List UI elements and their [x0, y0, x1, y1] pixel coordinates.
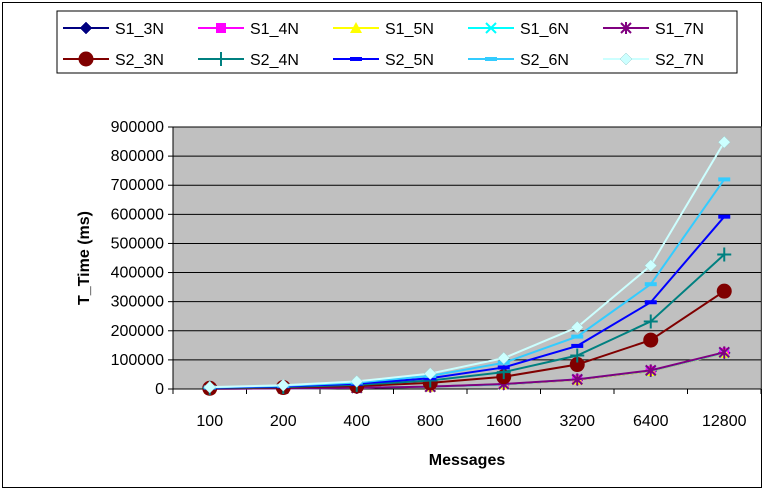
x-tick-label: 1600 [486, 413, 522, 430]
legend-item: S1_4N [198, 21, 299, 38]
legend-label: S2_3N [115, 52, 164, 69]
y-tick-label: 400000 [111, 265, 164, 282]
legend-item: S1_3N [63, 21, 164, 38]
legend-label: S1_5N [385, 21, 434, 38]
y-tick-label: 200000 [111, 323, 164, 340]
x-tick-label: 400 [343, 413, 370, 430]
y-tick-label: 600000 [111, 206, 164, 223]
legend-marker [485, 22, 497, 34]
legend-label: S1_3N [115, 21, 164, 38]
data-point [643, 332, 659, 348]
x-tick-label: 200 [270, 413, 297, 430]
legend-label: S2_4N [250, 52, 299, 69]
y-axis-title: T_Time (ms) [76, 211, 93, 305]
y-tick-labels: 0 100000 200000 300000 400000 500000 600000 700… [111, 119, 173, 398]
series-group [202, 135, 732, 396]
data-point [718, 177, 731, 182]
data-point [570, 320, 584, 334]
series-S2_7N [203, 135, 731, 394]
data-point [716, 283, 732, 299]
legend-label: S1_6N [520, 21, 569, 38]
data-point [717, 247, 732, 262]
legend-label: S1_7N [655, 21, 704, 38]
x-tick-label: 6400 [633, 413, 669, 430]
legend-item: S2_5N [333, 52, 434, 69]
y-tick-label: 100000 [111, 352, 164, 369]
data-point [644, 282, 657, 287]
legend-label: S2_7N [655, 52, 704, 69]
legend-item: S1_5N [333, 21, 434, 38]
legend-item: S1_7N [603, 21, 704, 38]
legend-item: S2_6N [468, 52, 569, 69]
data-point [718, 346, 730, 359]
legend-marker [78, 51, 94, 67]
series-line [209, 351, 725, 390]
y-tick-label: 700000 [111, 177, 164, 194]
data-point [276, 378, 290, 392]
data-point [350, 375, 364, 388]
data-point [643, 314, 658, 329]
chart-frame: S1_3N S1_4N S1_5N S1_6N S1_7N S2_3N S2_4N S2_5N… [2, 2, 762, 488]
legend-marker [619, 52, 633, 66]
legend-marker [214, 52, 228, 66]
series-line [209, 141, 726, 389]
y-tick-label: 800000 [111, 148, 164, 165]
legend-label: S2_6N [520, 52, 569, 69]
y-tick-label: 300000 [111, 294, 164, 311]
legend-marker [350, 22, 362, 33]
legend-marker [620, 22, 632, 34]
data-point [644, 300, 657, 305]
data-point [497, 365, 510, 370]
x-tick-labels: 100 200 400 800 1600 3200 6400 12800 [172, 389, 762, 430]
data-point [717, 135, 731, 149]
data-point [569, 357, 585, 373]
data-point [645, 364, 657, 377]
legend-label: S2_5N [385, 52, 434, 69]
x-tick-label: 100 [196, 413, 223, 430]
plot-area [172, 126, 762, 390]
data-point [644, 259, 658, 272]
data-point [571, 343, 584, 348]
y-tick-label: 500000 [111, 235, 164, 252]
legend-marker [79, 21, 93, 35]
x-tick-label: 12800 [702, 413, 747, 430]
legend-item: S2_7N [603, 52, 704, 69]
legend-marker [485, 57, 497, 61]
data-point [718, 214, 731, 219]
y-tick-label: 900000 [111, 119, 164, 136]
data-point [203, 380, 217, 394]
legend-label: S1_4N [250, 21, 299, 38]
x-axis-title: Messages [429, 452, 506, 469]
y-tick-label: 0 [155, 381, 164, 398]
legend-item: S2_4N [198, 52, 299, 69]
x-tick-label: 3200 [559, 413, 595, 430]
gridlines [173, 126, 761, 361]
legend-marker [350, 57, 362, 61]
data-point [570, 348, 585, 363]
legend-marker [216, 23, 226, 33]
line-chart: S1_3N S1_4N S1_5N S1_6N S1_7N S2_3N S2_4N S2_5N… [56, 10, 762, 469]
data-point [571, 373, 583, 386]
legend-item: S2_3N [63, 51, 164, 69]
data-point [571, 334, 584, 339]
data-point [497, 351, 511, 365]
legend: S1_3N S1_4N S1_5N S1_6N S1_7N S2_3N S2_4N S2_5N… [56, 10, 738, 74]
x-tick-label: 800 [417, 413, 444, 430]
data-point [423, 367, 437, 380]
legend-item: S1_6N [468, 21, 569, 38]
